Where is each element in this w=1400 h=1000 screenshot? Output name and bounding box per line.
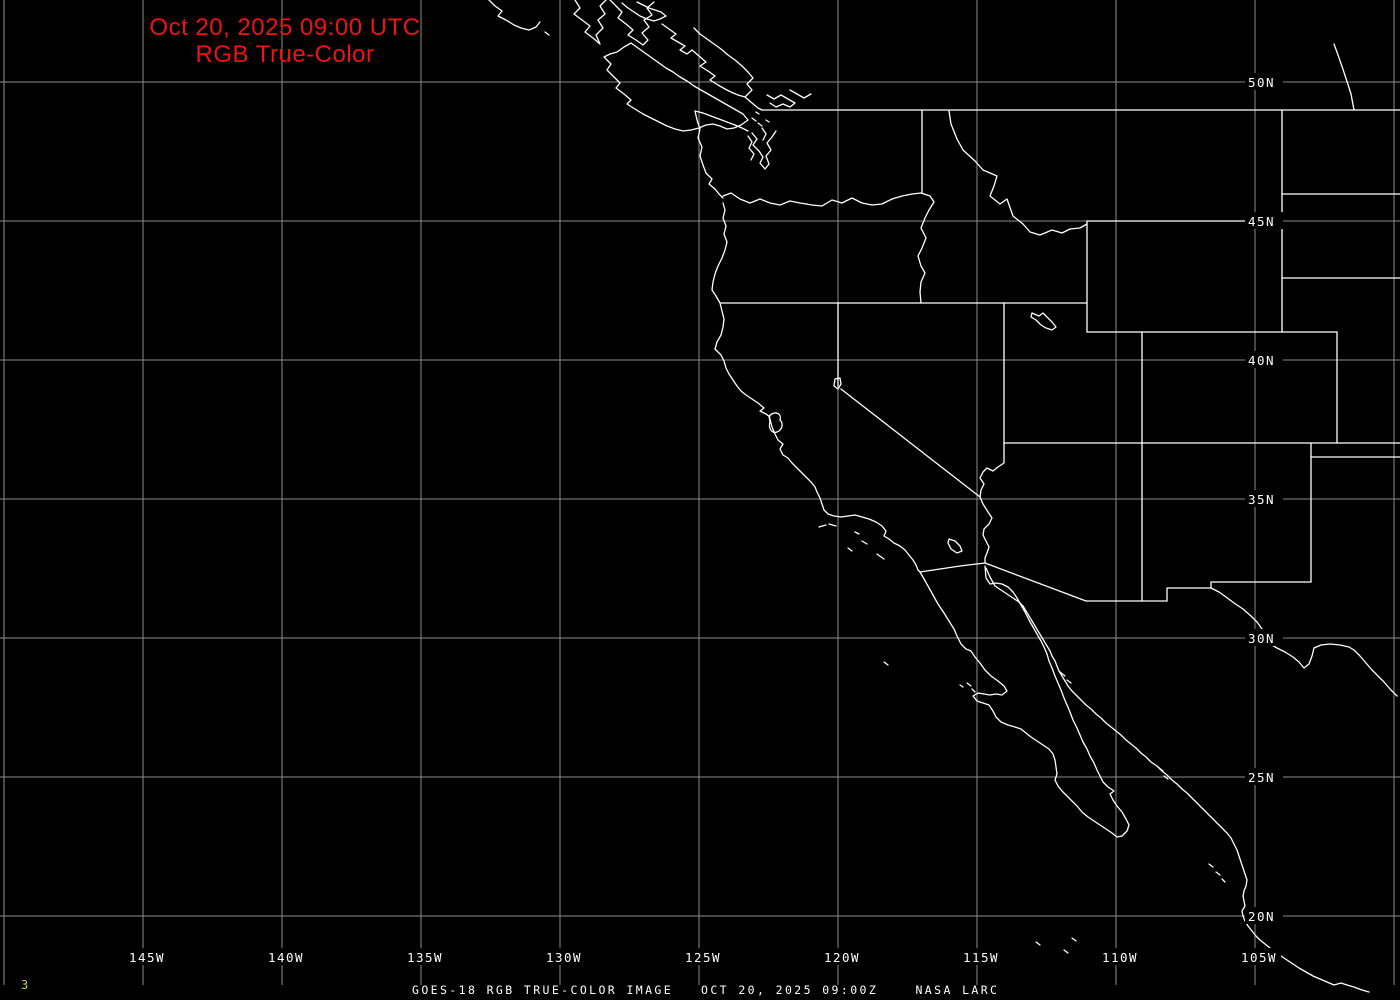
coast-sonora-sinaloa [985,567,1370,993]
river-montana-border [1333,43,1355,111]
lon-label-bg [403,948,447,965]
lon-label: 105W [1241,950,1277,965]
lat-label-bg [1245,768,1283,785]
lon-label-bg [1098,948,1142,965]
lat-label: 20N [1248,909,1275,924]
lon-label-bg [681,948,725,965]
lon-label: 135W [407,950,443,965]
lon-label-bg [820,948,864,965]
lat-label: 35N [1248,492,1275,507]
lon-label: 120W [824,950,860,965]
lat-label-bg [1245,212,1283,229]
lon-label-bg [959,948,1003,965]
caption-bar: GOES-18 RGB TRUE-COLOR IMAGE OCT 20, 202… [412,983,1000,997]
coast-haida-gwaii [488,0,550,36]
coast-bc-islands [573,0,693,55]
lon-label: 145W [129,950,165,965]
cedros-islands [959,682,976,693]
coast-olympic-strait [694,110,749,132]
border-colorado-river [979,442,1005,564]
tiburon-island [1059,671,1072,684]
revillagigedo-islands [1035,937,1077,954]
lon-label: 125W [685,950,721,965]
lat-label-bg [1245,629,1283,646]
coast-puget-sound [747,127,777,170]
lon-label: 140W [268,950,304,965]
lat-label: 50N [1248,75,1275,90]
image-title: Oct 20, 2025 09:00 UTC RGB True-Color [100,14,470,68]
lon-label: 110W [1102,950,1138,965]
lake-great-salt [1030,312,1057,331]
frame-number: 3 [21,978,29,992]
lat-label-bg [1245,490,1283,507]
border-nm-tx-32n [1210,581,1312,589]
lon-label-bg [1237,948,1281,965]
coast-bc-mainland-fjords [691,27,812,111]
lon-label-bg [125,948,169,965]
border-az-sonora [984,562,1087,602]
lon-label: 115W [963,950,999,965]
lat-label: 30N [1248,631,1275,646]
border-ca-nv [837,302,981,498]
lon-label-bg [264,948,308,965]
title-product-line: RGB True-Color [195,41,375,68]
lake-tahoe [833,377,842,390]
lat-label-bg [1245,73,1283,90]
coast-san-francisco-bay [768,412,783,434]
title-date-line: Oct 20, 2025 09:00 UTC [149,14,421,41]
lat-label: 40N [1248,353,1275,368]
coastline-pacific-us [694,110,921,573]
border-nm-mexico [1166,587,1212,602]
coast-baja-california [919,565,1130,838]
channel-islands [818,523,885,560]
grid-labels: 50N 45N 40N 35N 30N 25N 20N 145W 140W 135W 130W 125… [125,73,1283,965]
border-mt-id-bitterroot [948,110,1088,236]
lat-label-bg [1245,907,1283,924]
lon-label: 130W [546,950,582,965]
river-rio-grande [1210,587,1398,697]
lat-label: 25N [1248,770,1275,785]
lon-label-bg [542,948,586,965]
border-us-mexico-ca [919,562,986,573]
lat-label-bg [1245,351,1283,368]
lat-label: 45N [1248,214,1275,229]
coast-san-juan-islands [751,111,770,127]
map-overlay [488,0,1400,993]
lake-salton-sea [947,538,963,554]
border-or-id-snake-river [917,192,935,304]
border-wa-or-columbia-river [722,192,922,207]
guadalupe-island [883,661,889,666]
